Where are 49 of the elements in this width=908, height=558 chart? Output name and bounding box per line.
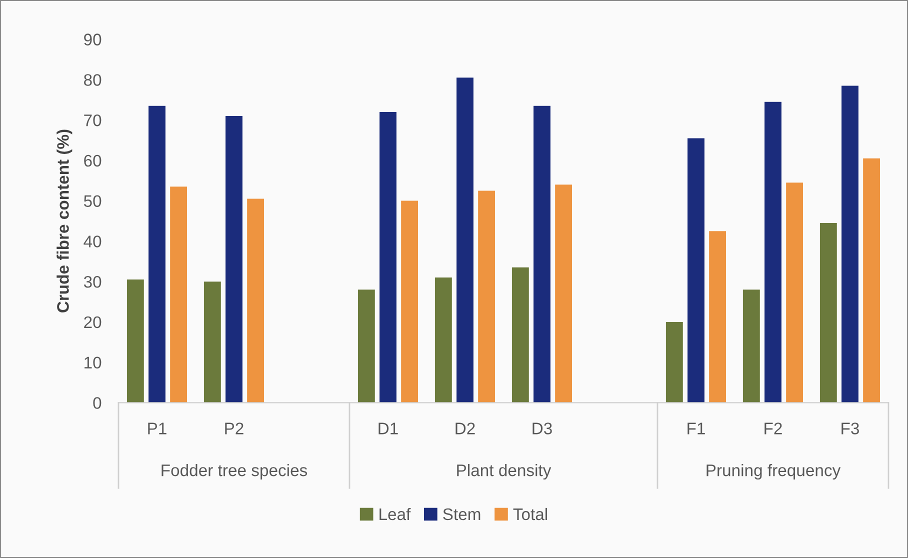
bar — [401, 200, 418, 403]
x-tick-label: P2 — [225, 422, 244, 434]
bar — [380, 112, 396, 403]
bar — [226, 116, 242, 403]
y-tick-label: 10 — [84, 356, 102, 369]
y-axis-title: Crude fibre content (%) — [56, 130, 72, 312]
text: Fodder tree species — [162, 464, 308, 480]
y-tick-label: 0 — [93, 397, 102, 409]
bar — [478, 190, 496, 403]
x-tick-label: F1 — [688, 422, 705, 434]
bar — [512, 267, 529, 403]
bar — [247, 198, 264, 403]
bar — [820, 223, 837, 403]
bar — [863, 158, 880, 403]
bar — [764, 102, 782, 403]
y-tick-label: 40 — [84, 236, 102, 248]
bar — [358, 290, 375, 403]
text: Plant density — [457, 464, 552, 480]
bar — [148, 106, 166, 403]
text: Pruning frequency — [706, 464, 841, 480]
legend-label: Stem — [443, 508, 480, 520]
y-tick-label: 50 — [84, 195, 102, 208]
bar — [126, 280, 144, 403]
x-tick-label: F3 — [842, 422, 859, 434]
y-tick-label: 90 — [84, 34, 102, 46]
bar — [434, 278, 452, 403]
legend-label: Leaf — [380, 508, 411, 520]
x-tick-label: D2 — [456, 422, 475, 434]
x-tick-label: D1 — [378, 422, 398, 434]
y-tick-label: 80 — [84, 74, 102, 86]
y-tick-label: 60 — [84, 154, 102, 167]
y-tick-label: 20 — [84, 316, 102, 328]
bar — [666, 322, 683, 403]
x-tick-label: D3 — [532, 422, 552, 434]
legend-label: Total — [513, 508, 547, 520]
bar — [742, 290, 760, 403]
bar — [688, 138, 704, 403]
bar — [170, 186, 188, 403]
bar — [204, 282, 221, 403]
bar — [456, 78, 474, 403]
bar — [555, 184, 572, 403]
x-tick-label: P1 — [148, 422, 166, 434]
y-tick-label: 70 — [84, 114, 102, 126]
bar — [534, 106, 550, 403]
y-tick-label: 30 — [84, 276, 102, 288]
bar — [709, 231, 726, 403]
bar — [786, 182, 804, 403]
x-tick-label: F2 — [764, 422, 782, 434]
bar — [842, 86, 858, 403]
